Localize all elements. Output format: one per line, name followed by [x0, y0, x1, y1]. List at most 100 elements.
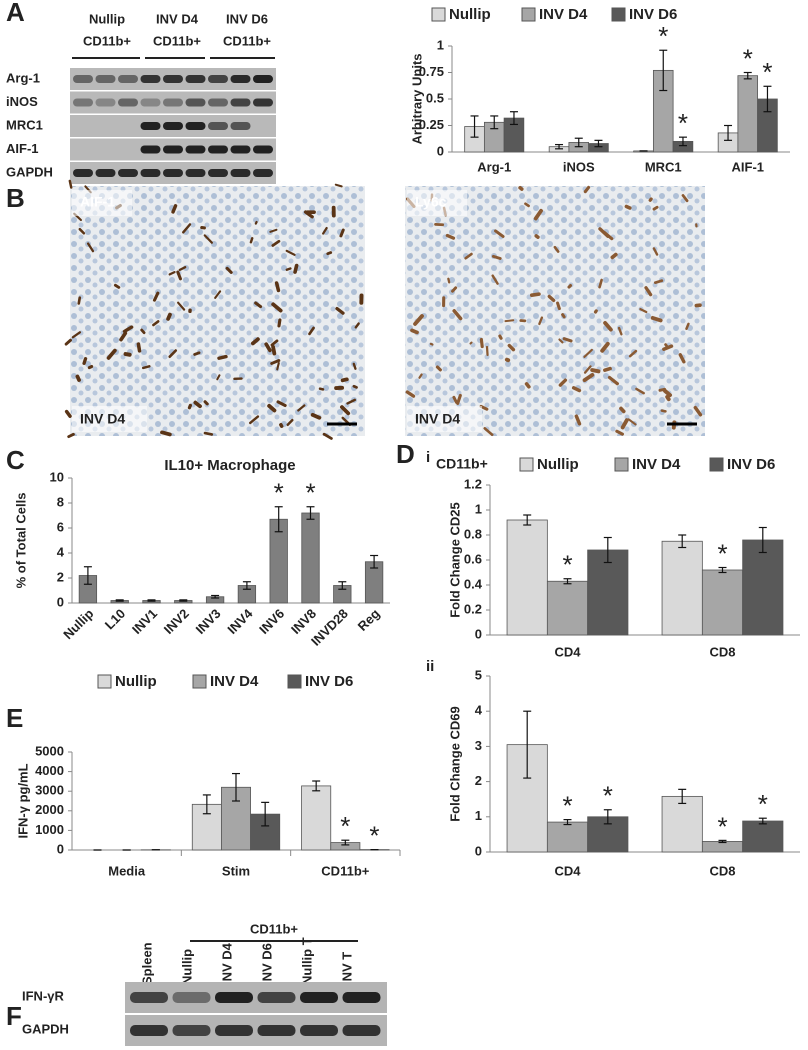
stain [571, 386, 582, 393]
stain [267, 403, 277, 413]
blot-band [140, 145, 161, 154]
stain [635, 387, 645, 395]
stain [308, 326, 315, 336]
stain [582, 373, 595, 383]
stain [177, 301, 186, 311]
stain [498, 334, 503, 340]
stain [250, 337, 260, 346]
stain [286, 418, 294, 427]
image-stain: AIF-1 [80, 194, 115, 210]
stain [67, 432, 75, 439]
stain [456, 393, 462, 405]
y-tick-label: 0.75 [419, 64, 444, 79]
legend-label: Nullip [115, 673, 157, 690]
stain [297, 404, 306, 412]
stain [574, 414, 582, 426]
stain [249, 237, 254, 244]
y-tick-label: 1 [437, 37, 444, 52]
stain [249, 415, 260, 425]
y-tick-label: 0.5 [426, 90, 444, 105]
y-tick-label: 1 [475, 501, 482, 516]
stain [166, 312, 172, 321]
blot-band [118, 169, 138, 177]
x-tick-label: CD11b+ [321, 863, 369, 878]
blot-column-label: Nullip [179, 949, 194, 985]
stain [203, 400, 209, 406]
bar [546, 821, 589, 853]
blot-band [253, 75, 273, 83]
blot-band [118, 98, 138, 107]
stain [507, 343, 516, 352]
stain [483, 427, 494, 437]
blot-column-label: CD11b+ [153, 33, 201, 48]
y-tick-label: 3 [475, 738, 482, 753]
stain [264, 342, 272, 353]
blot-column-label: INV D6 [259, 943, 274, 985]
stain [607, 375, 619, 386]
stain [583, 348, 593, 359]
blot-column-label: INV T [339, 952, 354, 985]
stain [82, 357, 88, 366]
stain [310, 412, 322, 420]
stain [615, 429, 624, 436]
stain [665, 394, 671, 402]
x-tick-label: CD8 [709, 644, 735, 659]
stain [254, 301, 263, 309]
stain [340, 377, 349, 383]
blot-row-label: iNOS [6, 94, 38, 109]
legend-title: CD11b+ [436, 456, 488, 472]
bar [546, 580, 589, 636]
stain [113, 283, 121, 289]
stain [662, 344, 674, 351]
legend-label: INV D6 [305, 673, 353, 690]
y-tick-label: 4 [475, 703, 483, 718]
blot-band [163, 145, 183, 154]
significance-star: * [658, 21, 668, 51]
stain [598, 227, 610, 238]
x-tick-label: Reg [355, 606, 383, 634]
y-tick-label: 0 [57, 841, 64, 856]
blot-band [163, 122, 183, 130]
x-tick-label: Stim [222, 863, 250, 878]
stain [276, 361, 280, 371]
stain [276, 400, 287, 408]
legend-swatch [192, 674, 207, 689]
stain [660, 409, 667, 413]
legend-swatch [614, 457, 629, 472]
x-tick-label: iNOS [563, 159, 595, 174]
stain [410, 328, 419, 335]
blot-band [73, 98, 93, 107]
stain [178, 266, 187, 271]
blot-band [215, 1025, 253, 1036]
y-axis-label: % of Total Cells [13, 493, 28, 589]
y-tick-label: 2 [475, 773, 482, 788]
stain [168, 271, 176, 276]
stain [610, 252, 618, 260]
stain [187, 403, 193, 410]
stain [452, 309, 463, 321]
legend-swatch [287, 674, 302, 689]
blot-band [185, 145, 206, 154]
y-tick-label: 1000 [35, 822, 64, 837]
blot-band [230, 169, 251, 177]
y-tick-label: 0 [475, 626, 482, 641]
stain [603, 366, 612, 372]
stain [534, 234, 540, 239]
blot-band [253, 98, 273, 107]
stain [685, 322, 690, 330]
stain [293, 263, 299, 274]
blot-row-label: GAPDH [6, 164, 53, 179]
stain [435, 365, 442, 372]
stain [339, 228, 345, 238]
stain [346, 398, 357, 405]
legend-label: INV D4 [210, 673, 259, 690]
stain [538, 316, 544, 326]
stain [322, 226, 328, 235]
stain [141, 365, 151, 370]
legend-swatch [521, 7, 536, 22]
blot-band [95, 169, 116, 177]
bar [701, 569, 744, 636]
panel-letter: C [6, 445, 25, 475]
blot-band [208, 145, 228, 154]
significance-star: * [743, 43, 753, 73]
